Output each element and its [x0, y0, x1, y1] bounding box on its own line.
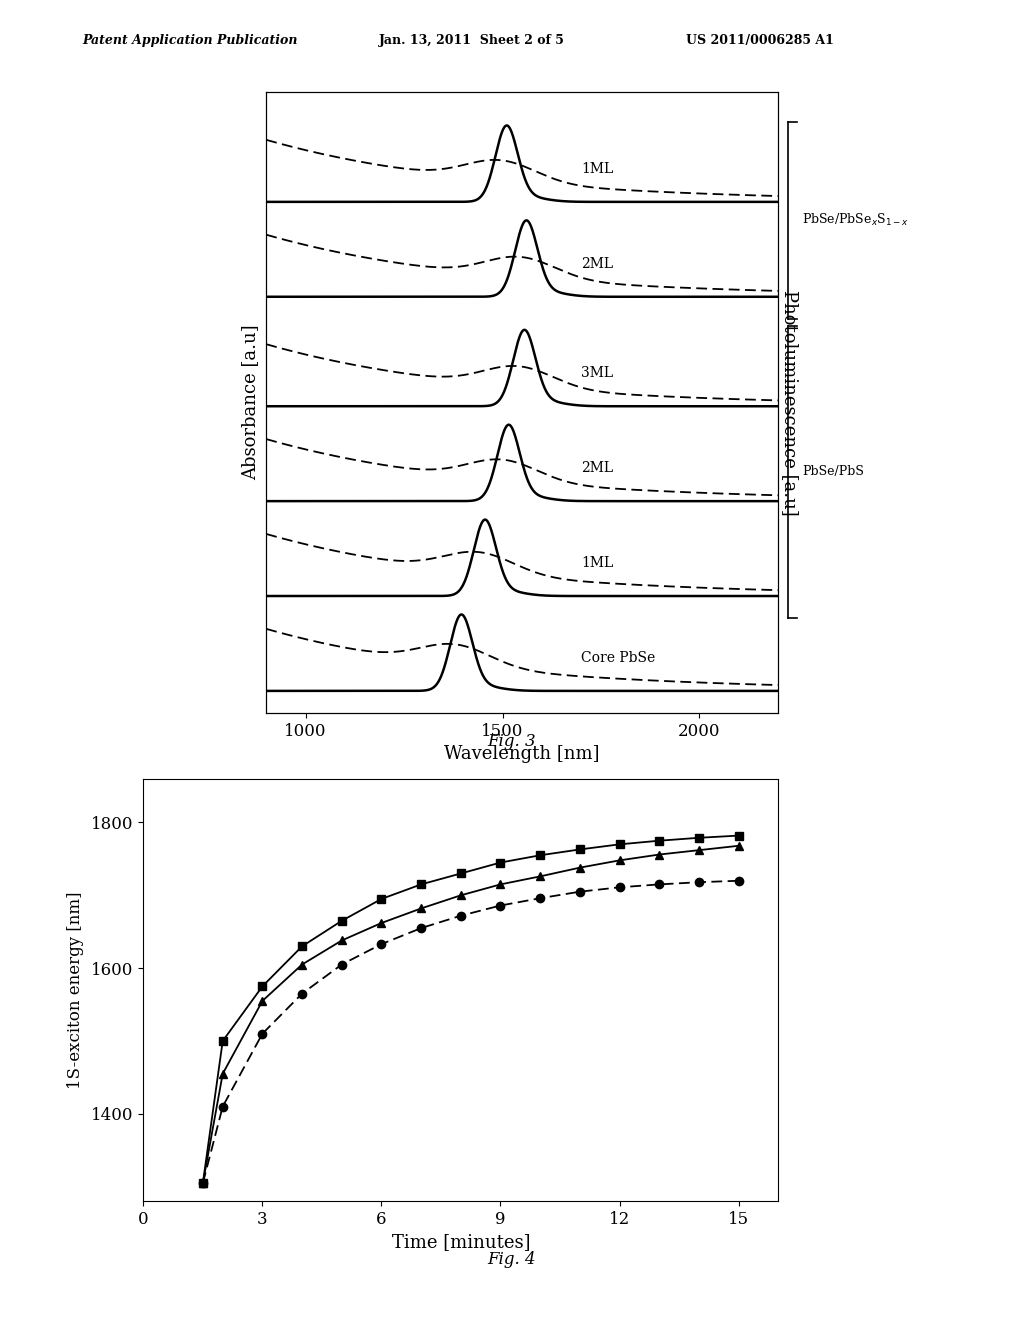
Text: US 2011/0006285 A1: US 2011/0006285 A1 — [686, 34, 834, 48]
Text: 1ML: 1ML — [582, 556, 613, 570]
X-axis label: Wavelength [nm]: Wavelength [nm] — [444, 744, 600, 763]
Text: 2ML: 2ML — [582, 461, 613, 475]
Text: PbSe/PbSe$_x$S$_{1-x}$: PbSe/PbSe$_x$S$_{1-x}$ — [802, 213, 908, 228]
Text: Fig. 4: Fig. 4 — [487, 1251, 537, 1269]
Y-axis label: Photoluminescence [a.u]: Photoluminescence [a.u] — [781, 289, 799, 516]
Y-axis label: 1S-exciton energy [nm]: 1S-exciton energy [nm] — [68, 891, 84, 1089]
X-axis label: Time [minutes]: Time [minutes] — [391, 1233, 530, 1251]
Text: Jan. 13, 2011  Sheet 2 of 5: Jan. 13, 2011 Sheet 2 of 5 — [379, 34, 565, 48]
Text: 3ML: 3ML — [582, 367, 613, 380]
Text: PbSe/PbS: PbSe/PbS — [802, 466, 863, 478]
Text: Core PbSe: Core PbSe — [582, 651, 655, 665]
Text: 2ML: 2ML — [582, 257, 613, 271]
Text: Fig. 3: Fig. 3 — [487, 733, 537, 750]
Y-axis label: Absorbance [a.u]: Absorbance [a.u] — [242, 325, 259, 480]
Text: Patent Application Publication: Patent Application Publication — [82, 34, 297, 48]
Text: 1ML: 1ML — [582, 162, 613, 176]
